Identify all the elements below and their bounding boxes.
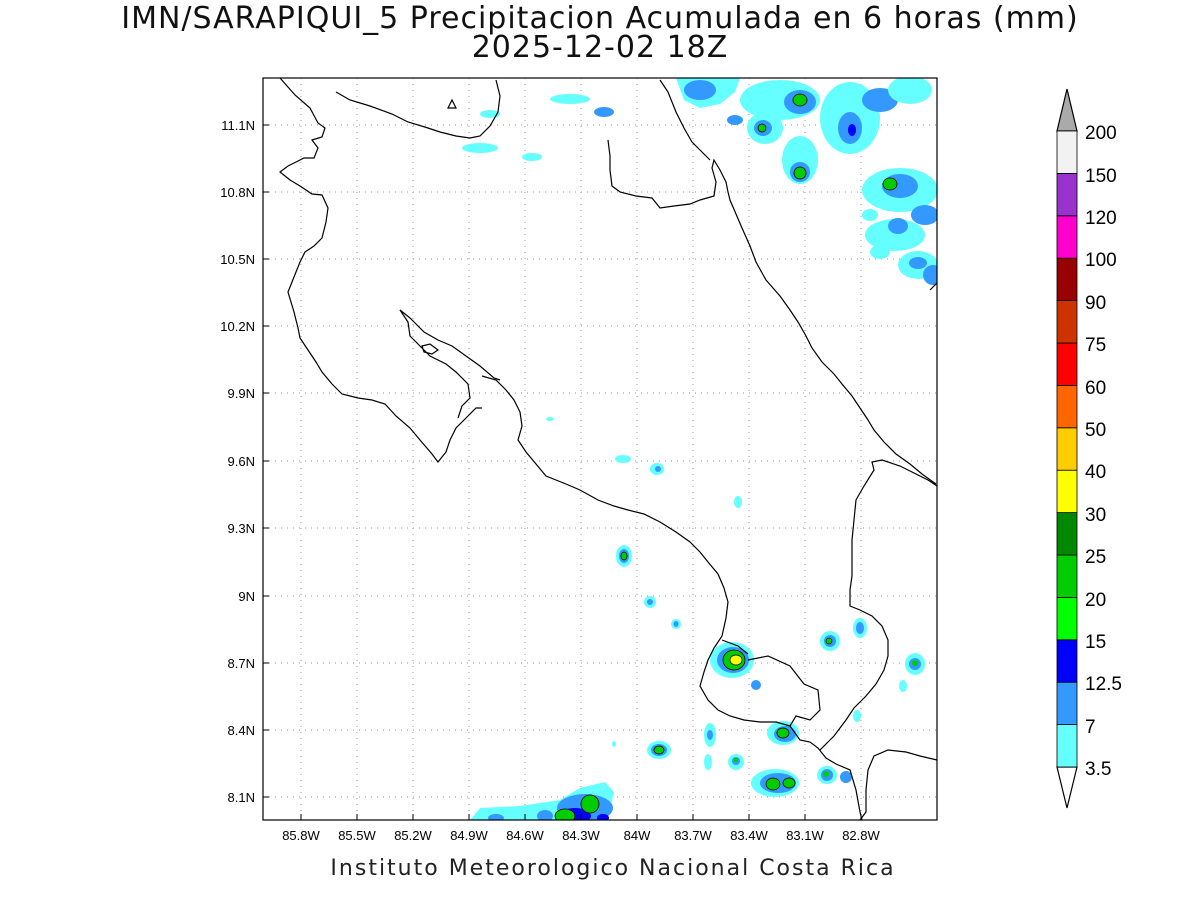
lat-tick-label: 10.2N [220,319,255,334]
colorbar-cell [1056,639,1078,683]
colorbar-cell [1056,724,1078,768]
colorbar-label: 12.5 [1085,674,1122,695]
colorbar-label: 3.5 [1085,759,1111,780]
lon-tick-label: 84.3W [562,828,600,843]
lon-tick-label: 84.6W [506,828,544,843]
colorbar-label: 100 [1085,250,1117,271]
lon-tick-label: 84W [624,828,651,843]
lat-tick-label: 10.5N [220,252,255,267]
map-datetime: 2025-12-02 18Z [471,30,729,65]
lat-tick-labels: 8.1N 8.4N 8.7N 9N 9.3N 9.6N 9.9N 10.2N 1… [220,118,255,805]
colorbar-cell [1056,427,1078,471]
lon-tick-label: 83.4W [730,828,768,843]
lat-tick-label: 10.8N [220,185,255,200]
colorbar-cell [1056,342,1078,386]
colorbar-label: 200 [1085,123,1117,144]
colorbar-cell [1056,172,1078,217]
lat-tick-label: 9.6N [228,454,255,469]
colorbar-label: 50 [1085,420,1106,441]
colorbar-cell [1056,681,1078,726]
colorbar-cell [1056,257,1078,302]
lon-tick-label: 83.1W [786,828,824,843]
colorbar-cell [1056,597,1078,641]
lon-tick-label: 85.2W [394,828,432,843]
precip-colorbar: 3.5 7 12.5 15 20 25 30 40 50 60 75 90 10… [1056,88,1122,809]
map-frame [262,77,938,821]
map-title: IMN/SARAPIQUI_5 Precipitacion Acumulada … [121,1,1079,36]
colorbar-cell [1056,512,1078,556]
colorbar-label: 7 [1085,717,1096,738]
lat-tick-label: 8.1N [228,790,255,805]
colorbar-label: 20 [1085,590,1106,611]
colorbar-upper-arrow [1056,88,1078,132]
colorbar-cell [1056,215,1078,259]
lat-tick-label: 8.7N [228,656,255,671]
lat-tick-label: 9.9N [228,386,255,401]
colorbar-cell [1056,300,1078,344]
colorbar-label: 150 [1085,166,1117,187]
lon-tick-labels: 85.8W 85.5W 85.2W 84.9W 84.6W 84.3W 84W … [282,828,880,843]
lon-tick-label: 84.9W [450,828,488,843]
colorbar-label: 90 [1085,293,1106,314]
lon-tick-label: 82.8W [842,828,880,843]
lat-tick-label: 9N [238,589,255,604]
colorbar-label: 120 [1085,208,1117,229]
colorbar-cell [1056,554,1078,598]
colorbar-cell [1056,469,1078,514]
axis-ticks [263,124,862,820]
colorbar-label: 60 [1085,378,1106,399]
lon-tick-label: 85.5W [338,828,376,843]
lat-tick-label: 8.4N [228,723,255,738]
institution-footer: Instituto Meteorologico Nacional Costa R… [330,856,896,881]
lat-tick-label: 11.1N [221,118,255,133]
lon-tick-label: 85.8W [282,828,320,843]
colorbar-label: 30 [1085,505,1106,526]
colorbar-label: 15 [1085,632,1106,653]
colorbar-label: 75 [1085,335,1106,356]
coastlines [279,78,937,820]
colorbar-lower-arrow [1056,766,1078,809]
lon-tick-label: 83.7W [674,828,712,843]
colorbar-label: 25 [1085,547,1106,568]
precipitation-field [462,78,937,820]
colorbar-cell [1056,130,1078,174]
colorbar-cell [1056,384,1078,429]
map-plot-area [263,78,937,820]
colorbar-label: 40 [1085,462,1106,483]
lat-tick-label: 9.3N [228,521,255,536]
